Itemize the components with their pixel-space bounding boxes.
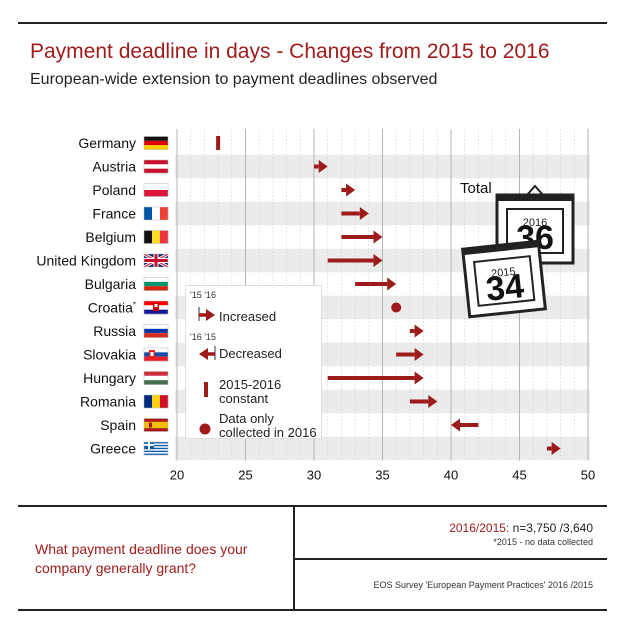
country-label: Spain [100, 417, 136, 433]
legend-decreased: Decreased [219, 346, 282, 361]
x-tick-label: 30 [307, 468, 321, 483]
legend-decreased-arrow [199, 346, 216, 360]
bulgaria-flag [143, 277, 169, 291]
legend-decreased-years: '16 '15 [190, 332, 216, 342]
belgium-flag [143, 230, 169, 244]
greece-flag [143, 441, 169, 456]
sample-size-value: n=3,750 /3,640 [509, 521, 593, 535]
romania-flag [143, 394, 169, 409]
country-label: Poland [92, 182, 136, 198]
bottom-rule [18, 609, 607, 611]
arrow-head [387, 277, 397, 291]
arrow-head [414, 348, 424, 361]
country-labels: Germany Austria Poland France Belgium United … [36, 135, 136, 457]
country-label: Croatia* [88, 300, 136, 316]
country-label: Slovakia [83, 347, 136, 363]
calendar-hanger [526, 184, 544, 196]
france-flag [143, 206, 169, 221]
x-tick-label: 50 [581, 468, 595, 483]
survey-question: What payment deadline does your company … [35, 541, 248, 576]
arrow-head [373, 254, 383, 267]
arrow-head [428, 395, 438, 408]
uk-flag [143, 252, 169, 269]
data-point-2016 [391, 302, 402, 313]
legend-increased-arrow [198, 307, 215, 321]
footer-mid-rule [295, 558, 607, 560]
croatia-flag [143, 300, 169, 315]
country-label: Belgium [85, 229, 136, 245]
country-label: United Kingdom [36, 253, 136, 269]
x-tick-labels: 20 25 30 35 40 45 50 [170, 468, 595, 483]
footer-divider [293, 505, 295, 609]
flags [143, 136, 169, 456]
country-label: Bulgaria [85, 276, 137, 292]
arrow-head [346, 183, 356, 197]
russia-flag [143, 324, 169, 338]
constant-mark [216, 136, 221, 150]
germany-flag [143, 136, 169, 150]
country-label: France [92, 206, 136, 222]
x-tick-label: 45 [512, 468, 526, 483]
legend-constant: 2015-2016 constant [219, 377, 282, 406]
arrow-head [551, 442, 561, 455]
country-label: Austria [92, 159, 136, 175]
arrow-head [359, 207, 369, 220]
calendar-value: 34 [484, 267, 526, 309]
x-tick-label: 25 [238, 468, 252, 483]
sample-size-label: 2016/2015: [449, 521, 510, 535]
austria-flag [143, 159, 169, 174]
arrow-head [451, 418, 460, 432]
country-label: Germany [78, 135, 136, 151]
legend-increased-years: '15 '16 [190, 290, 216, 300]
total-label: Total [460, 180, 492, 197]
chart-marks [216, 136, 561, 455]
x-tick-label: 20 [170, 468, 184, 483]
bottom-rule-top [18, 505, 607, 507]
page-title: Payment deadline in days - Changes from … [30, 40, 550, 63]
slovakia-flag [143, 347, 169, 362]
arrow-head [414, 324, 424, 338]
legend-constant-mark [204, 382, 208, 397]
country-label: Hungary [83, 370, 136, 386]
country-label: Russia [93, 323, 136, 339]
poland-flag [143, 183, 169, 197]
calendar-year: 2015 [491, 266, 517, 280]
hungary-flag [143, 371, 169, 385]
arrow-head [318, 160, 328, 173]
legend-only2016: Data only collected in 2016 [219, 411, 317, 440]
legend-only2016-dot [199, 423, 211, 435]
country-label: Greece [90, 441, 136, 457]
calendar-year: 2016 [523, 217, 547, 229]
legend-increased: Increased [219, 309, 277, 324]
top-rule [18, 22, 607, 24]
footnote: *2015 - no data collected [493, 537, 593, 547]
country-label: Romania [80, 394, 136, 410]
source-note: EOS Survey 'European Payment Practices' … [373, 580, 593, 590]
sample-size: 2016/2015: n=3,750 /3,640 [449, 521, 593, 535]
legend: '15 '16 Increased '16 '15 Decreased 2015… [185, 285, 322, 440]
x-tick-label: 35 [375, 468, 389, 483]
spain-flag [143, 418, 169, 432]
arrow-head [373, 230, 383, 244]
arrow-head [414, 371, 424, 385]
page-subtitle: European-wide extension to payment deadl… [30, 71, 438, 88]
x-tick-label: 40 [444, 468, 458, 483]
